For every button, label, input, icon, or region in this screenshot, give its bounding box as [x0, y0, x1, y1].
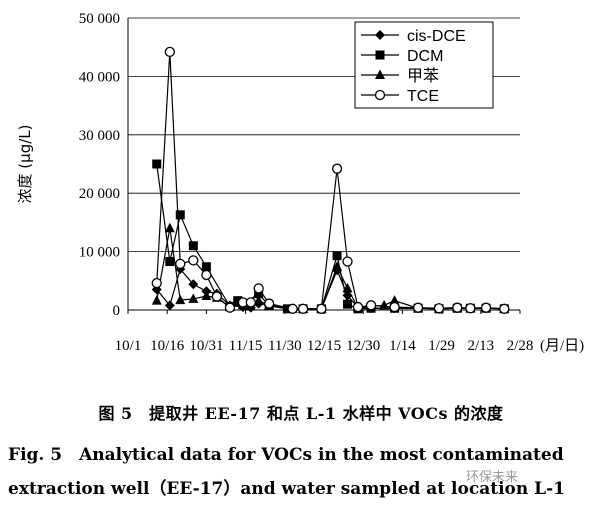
- data-point: [201, 269, 212, 281]
- data-point: [165, 257, 175, 267]
- data-point: [245, 297, 256, 308]
- x-tick-label: 10/1: [115, 338, 142, 354]
- legend-marker: [375, 50, 385, 60]
- data-point: [365, 300, 377, 311]
- y-tick-labels: 0 10 000 20 000 30 000 40 000 50 000: [79, 11, 120, 319]
- x-tick-label: 1/14: [389, 338, 416, 354]
- legend-label: DCM: [407, 48, 443, 65]
- data-point: [151, 295, 162, 305]
- data-point: [287, 303, 298, 314]
- data-point: [342, 282, 353, 293]
- data-point: [224, 302, 236, 313]
- data-point: [253, 283, 264, 294]
- x-tick-label: 1/29: [428, 338, 455, 354]
- series-group: [151, 46, 510, 314]
- x-tick-label: 11/30: [268, 338, 302, 354]
- legend: cis-DCE DCM 甲苯 TCE: [354, 21, 494, 109]
- x-tick-labels: 10/1 10/16 10/31 11/15 11/30 12/15 12/30 1/14 1/…: [115, 338, 534, 354]
- data-point: [389, 295, 400, 305]
- data-point: [188, 255, 199, 266]
- data-point: [352, 301, 364, 313]
- y-tick-label: 10 000: [79, 245, 120, 261]
- x-tick-label: 11/15: [229, 338, 263, 354]
- legend-marker: [375, 69, 385, 79]
- legend-marker: [375, 30, 385, 40]
- data-point: [343, 299, 353, 309]
- data-point: [164, 46, 175, 58]
- data-point: [175, 258, 186, 270]
- data-point: [151, 277, 162, 289]
- data-point: [254, 289, 264, 299]
- data-point: [253, 295, 264, 305]
- data-point: [316, 303, 327, 314]
- legend-marker: [374, 89, 386, 101]
- data-point: [412, 302, 424, 313]
- x-tick-label: 2/13: [467, 338, 494, 354]
- x-axis-unit: (月/日): [540, 338, 584, 354]
- legend-label: TCE: [407, 88, 439, 105]
- data-point: [188, 279, 199, 290]
- data-point: [164, 300, 175, 311]
- legend-label: cis-DCE: [407, 28, 466, 45]
- data-point: [342, 256, 353, 267]
- y-tick-label: 50 000: [79, 11, 120, 27]
- x-tick-label: 2/28: [507, 338, 534, 354]
- caption-english-line2: extraction well（EE-17）and water sampled …: [8, 479, 565, 499]
- data-point: [331, 163, 343, 174]
- x-tick-label: 10/31: [189, 338, 223, 354]
- caption-english-line1: Fig. 5 Analytical data for VOCs in the m…: [8, 445, 564, 465]
- y-tick-label: 30 000: [79, 128, 120, 144]
- series-4: [151, 46, 510, 314]
- y-tick-label: 40 000: [79, 69, 120, 85]
- legend-label: 甲苯: [407, 67, 439, 85]
- data-point: [480, 302, 492, 313]
- data-point: [188, 293, 199, 303]
- data-point: [452, 302, 463, 313]
- data-point: [152, 159, 162, 169]
- data-point: [175, 294, 186, 305]
- y-tick-label: 20 000: [79, 186, 120, 202]
- watermark: 环保未来: [466, 470, 519, 485]
- data-point: [433, 303, 445, 314]
- data-point: [201, 290, 212, 300]
- data-point: [201, 262, 211, 272]
- x-tick-label: 12/30: [346, 338, 380, 354]
- data-point: [499, 303, 510, 314]
- data-point: [263, 298, 275, 309]
- data-point: [297, 303, 309, 314]
- data-point: [379, 299, 390, 310]
- data-point: [233, 296, 243, 306]
- data-point: [465, 303, 476, 314]
- data-point: [282, 304, 292, 314]
- data-point: [164, 222, 175, 233]
- caption-chinese: 图 5 提取井 EE-17 和点 L-1 水样中 VOCs 的浓度: [98, 404, 504, 423]
- data-point: [332, 261, 343, 271]
- data-point: [211, 291, 223, 302]
- data-point: [188, 241, 198, 251]
- data-point: [332, 251, 342, 261]
- data-point: [175, 210, 185, 220]
- y-tick-label: 0: [113, 303, 121, 319]
- data-point: [389, 301, 400, 313]
- x-tick-label: 12/15: [307, 338, 341, 354]
- y-axis-label: 浓度 (μg/L): [16, 125, 34, 204]
- x-tick-label: 10/16: [150, 338, 185, 354]
